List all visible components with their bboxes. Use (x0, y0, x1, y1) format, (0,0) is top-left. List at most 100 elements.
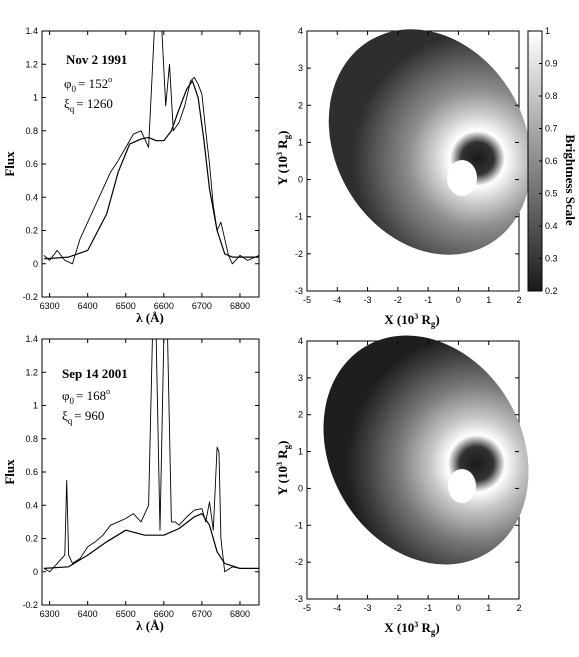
model-profile-line (43, 80, 259, 260)
x-tick-label: -4 (333, 295, 341, 305)
observation-date: Sep 14 2001 (62, 366, 128, 381)
y-tick-label: 2 (298, 100, 303, 110)
y-tick-label: 4 (298, 26, 303, 36)
x-tick-label: 6800 (230, 609, 250, 619)
x-tick-label: 6800 (230, 301, 250, 311)
x-tick-label: 1 (486, 295, 491, 305)
colorbar-tick-label: 0.8 (545, 91, 558, 101)
colorbar-label: Brightness Scale (563, 134, 578, 226)
accretion-disk (323, 335, 529, 565)
y-tick-label: 1 (298, 137, 303, 147)
x-tick-label: -3 (364, 603, 372, 613)
y-tick-label: 0.8 (25, 126, 38, 136)
y-tick-label: 1 (298, 447, 303, 457)
x-tick-label: 0 (456, 603, 461, 613)
colorbar-ticks: 1 0.9 0.8 0.7 0.6 0.5 0.4 0.3 0.2 (539, 26, 558, 296)
x-tick-label: 2 (516, 295, 521, 305)
phi-annotation: φ0 = 168o (62, 387, 110, 406)
axis-ticks: 6300 6400 6500 6600 6700 6800 -0.2 0 0.2 0.4 0.6 0.… (22, 334, 259, 619)
colorbar-tick-label: 0.9 (545, 59, 558, 69)
x-tick-label: -2 (394, 603, 402, 613)
observed-spectrum-line (43, 31, 259, 265)
x-tick-label: 6700 (192, 609, 212, 619)
spectrum-panel-2001: 6300 6400 6500 6600 6700 6800 -0.2 0 0.2 0.4 0.6 0.… (2, 334, 260, 633)
colorbar-tick-label: 1 (545, 26, 550, 36)
y-tick-label: 1 (33, 93, 38, 103)
disk-image-panel-1991: -5 -4 -3 -2 -1 0 1 2 -3 -2 -1 0 1 2 3 4 X (103 Rg) Y (1… (275, 26, 578, 329)
x-tick-label: 6400 (78, 609, 98, 619)
observation-date: Nov 2 1991 (66, 52, 127, 67)
xi-annotation: ξq = 1260 (64, 96, 113, 114)
y-tick-label: -0.2 (22, 292, 38, 302)
x-tick-label: 6300 (40, 301, 60, 311)
y-tick-label: -3 (295, 594, 303, 604)
spectrum-panel-1991: 6300 6400 6500 6600 6700 6800 -0.2 0 0.2 0.4 0.6 0.… (2, 26, 260, 325)
x-tick-label: 2 (516, 603, 521, 613)
x-axis-label: λ (Å) (136, 618, 164, 633)
y-tick-label: -2 (295, 249, 303, 259)
y-tick-label: 3 (298, 373, 303, 383)
disk-inner-hole (448, 469, 476, 503)
x-tick-label: 6700 (192, 301, 212, 311)
y-axis-label: Flux (2, 459, 17, 485)
x-tick-label: 6600 (154, 609, 174, 619)
colorbar-tick-label: 0.4 (545, 221, 558, 231)
x-tick-label: 6500 (116, 609, 136, 619)
x-tick-label: 6600 (154, 301, 174, 311)
y-tick-label: 1.4 (25, 26, 38, 36)
accretion-disk (328, 29, 532, 255)
y-tick-label: 0.8 (25, 434, 38, 444)
y-tick-label: 0 (298, 483, 303, 493)
colorbar-tick-label: 0.2 (545, 286, 558, 296)
y-tick-label: 0 (298, 175, 303, 185)
spectrum-lines (43, 31, 259, 265)
x-tick-label: -3 (364, 295, 372, 305)
model-profile-line (43, 513, 259, 569)
y-tick-label: 1.4 (25, 334, 38, 344)
x-axis-label: X (103 Rg) (384, 312, 439, 329)
y-axis-label: Y (103 Rg) (275, 441, 292, 496)
x-tick-label: -1 (424, 295, 432, 305)
y-tick-label: 0.4 (25, 192, 38, 202)
y-tick-label: 0.2 (25, 534, 38, 544)
x-tick-label: 1 (486, 603, 491, 613)
y-tick-label: 1.2 (25, 59, 38, 69)
x-tick-label: -4 (333, 603, 341, 613)
axis-ticks: 6300 6400 6500 6600 6700 6800 -0.2 0 0.2 0.4 0.6 0.… (22, 26, 259, 311)
observed-spectrum-line (43, 339, 259, 573)
colorbar-tick-label: 0.6 (545, 156, 558, 166)
spectrum-lines (43, 339, 259, 573)
axis-ticks: -5 -4 -3 -2 -1 0 1 2 -3 -2 -1 0 1 2 3 4 (295, 26, 522, 305)
y-axis-label: Flux (2, 151, 17, 177)
y-tick-label: -1 (295, 212, 303, 222)
y-tick-label: 1 (33, 401, 38, 411)
y-tick-label: 3 (298, 63, 303, 73)
x-axis-label: λ (Å) (136, 310, 164, 325)
axis-ticks: -5 -4 -3 -2 -1 0 1 2 -3 -2 -1 0 1 2 3 4 (295, 336, 522, 613)
y-tick-label: -0.2 (22, 600, 38, 610)
y-tick-label: 0 (33, 259, 38, 269)
x-tick-label: -5 (303, 603, 311, 613)
colorbar-tick-label: 0.5 (545, 189, 558, 199)
y-tick-label: -3 (295, 286, 303, 296)
y-axis-label: Y (103 Rg) (275, 131, 292, 186)
disk-inner-hole (447, 160, 477, 196)
x-tick-label: -1 (424, 603, 432, 613)
x-axis-label: X (103 Rg) (384, 620, 439, 637)
x-tick-label: 0 (456, 295, 461, 305)
y-tick-label: 0.6 (25, 467, 38, 477)
y-tick-label: 1.2 (25, 367, 38, 377)
y-tick-label: -1 (295, 520, 303, 530)
x-tick-label: 6500 (116, 301, 136, 311)
y-tick-label: 0.6 (25, 159, 38, 169)
y-tick-label: 0.4 (25, 500, 38, 510)
x-tick-label: 6400 (78, 301, 98, 311)
y-tick-label: -2 (295, 557, 303, 567)
x-tick-label: -2 (394, 295, 402, 305)
y-tick-label: 2 (298, 410, 303, 420)
y-tick-label: 4 (298, 336, 303, 346)
phi-annotation: φ0 = 152o (64, 75, 112, 94)
colorbar-tick-label: 0.3 (545, 254, 558, 264)
xi-annotation: ξq = 960 (62, 408, 104, 426)
